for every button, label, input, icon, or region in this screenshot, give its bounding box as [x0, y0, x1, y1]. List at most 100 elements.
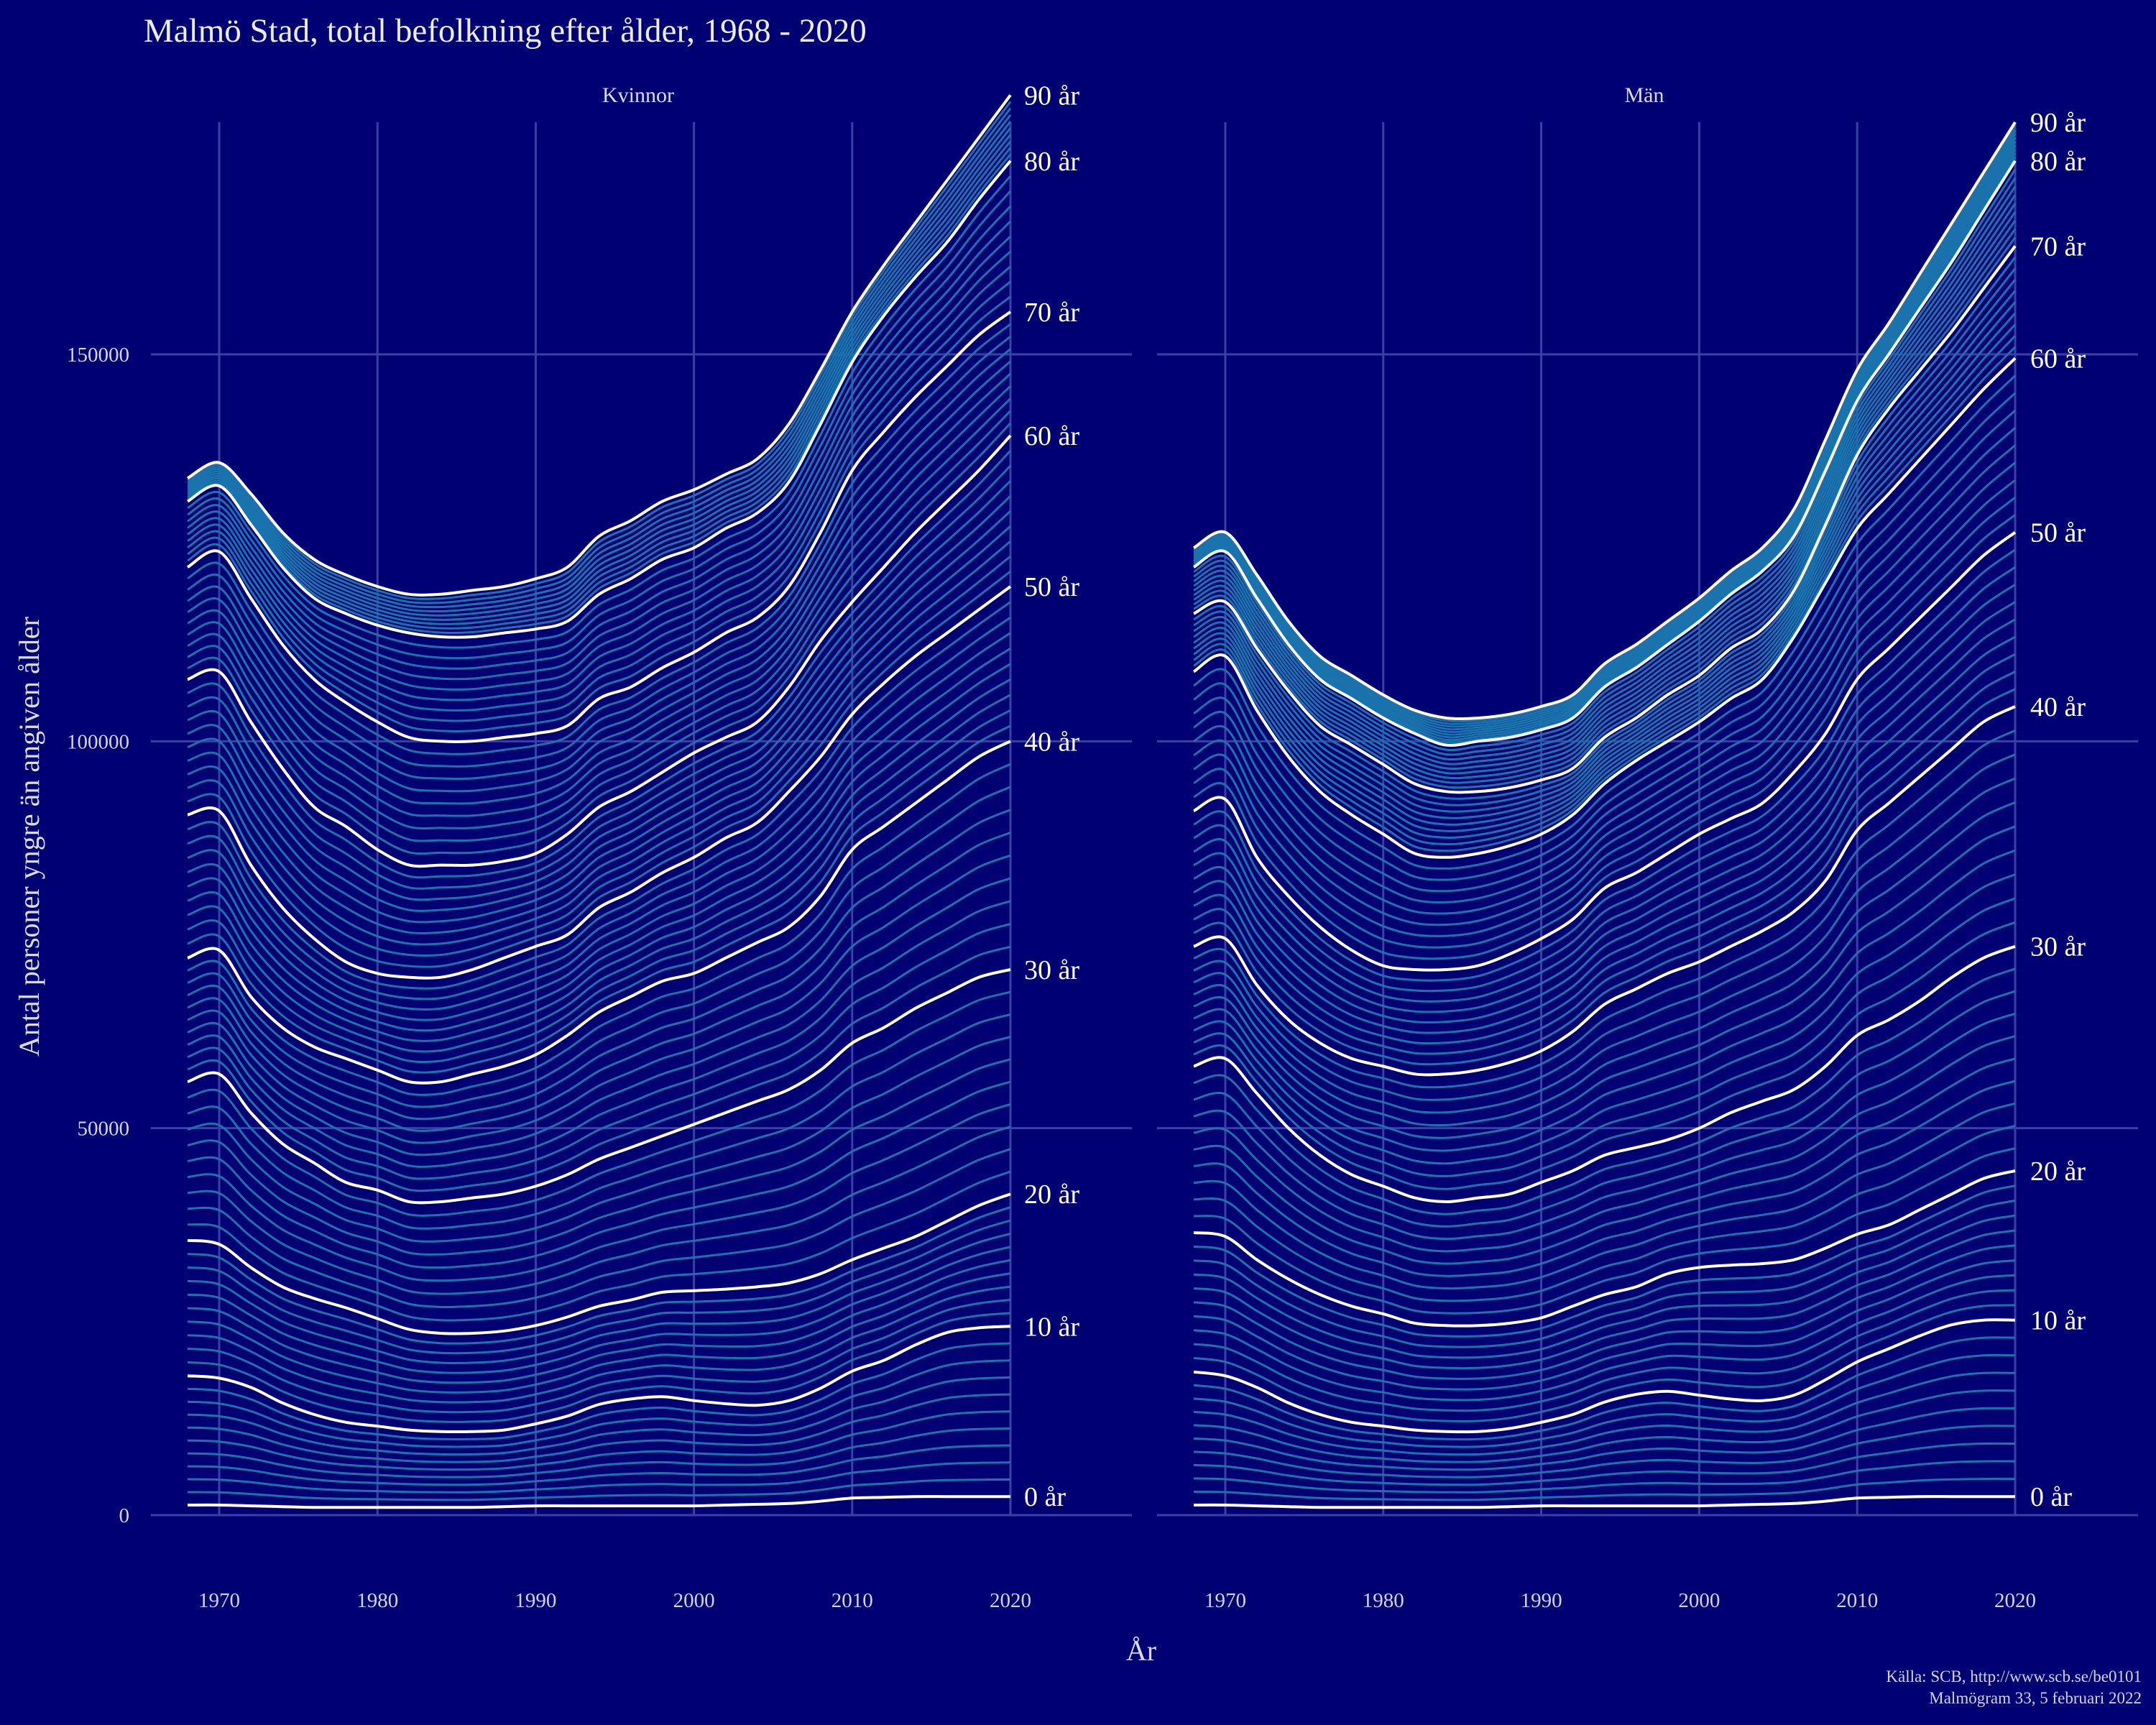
age-line-minor: [187, 220, 1012, 681]
age-line-minor: [1193, 1304, 2016, 1422]
age-line-70-år: [1193, 245, 2017, 794]
age-line-minor: [187, 525, 1011, 934]
age-line-minor: [187, 1219, 1011, 1355]
age-line-minor: [187, 1206, 1011, 1345]
age-line-minor: [1193, 1184, 2016, 1338]
age-line-minor: [1193, 129, 2017, 725]
age-line-minor: [1193, 825, 2016, 1139]
age-line-minor: [187, 1036, 1011, 1243]
panel-man: Män 1970 1980 1990 2000 2010 2020 0 år 10 år 20 …: [1157, 83, 2138, 1612]
age-line-minor: [187, 190, 1012, 660]
age-line-minor: [1193, 566, 2016, 993]
age-line-minor: [1193, 1147, 2016, 1315]
x-tick-label: 1970: [1204, 1589, 1246, 1612]
age-label: 0 år: [2030, 1482, 2072, 1512]
age-line-minor: [187, 763, 1011, 1096]
age-line-minor: [1193, 753, 2016, 1101]
age-line-minor: [1193, 1389, 2016, 1463]
age-line-60-år: [1192, 356, 2017, 859]
age-line-50-år: [187, 585, 1012, 980]
age-line-minor: [187, 410, 1012, 842]
age-line-minor: [187, 694, 1011, 1053]
age-line-minor: [187, 360, 1011, 793]
age-line-minor: [1193, 144, 2017, 736]
age-label: 40 år: [1024, 727, 1079, 757]
minor-age-lines: [1193, 125, 2017, 1501]
age-line-minor: [187, 336, 1011, 768]
age-line-minor: [1193, 1371, 2016, 1456]
age-line-minor: [1193, 777, 2016, 1114]
age-line-minor: [1193, 256, 2017, 800]
age-line-minor: [187, 1478, 1011, 1501]
age-line-minor: [187, 1126, 1011, 1295]
age-line-minor: [187, 854, 1011, 1144]
age-line-minor: [1193, 897, 2016, 1177]
age-line-minor: [1193, 1336, 2016, 1441]
age-line-minor: [187, 601, 1011, 990]
minor-age-lines: [187, 101, 1012, 1501]
age-line-90-år: [186, 94, 1012, 597]
age-line-minor: [187, 786, 1011, 1108]
age-line-minor: [1193, 152, 2017, 742]
age-line-minor: [187, 120, 1012, 613]
age-line-minor: [187, 205, 1012, 670]
age-line-minor: [187, 175, 1012, 649]
age-line-minor: [187, 1272, 1011, 1394]
age-line-minor: [1193, 688, 2016, 1066]
x-tick-label: 1970: [198, 1589, 240, 1612]
age-line-minor: [1193, 729, 2016, 1089]
age-line-minor: [187, 1103, 1011, 1282]
age-line-minor: [187, 295, 1011, 732]
age-line-minor: [1193, 1214, 2016, 1359]
age-line-minor: [187, 134, 1012, 621]
panel-title: Män: [1625, 83, 1664, 107]
age-line-minor: [1193, 921, 2016, 1190]
age-line-minor: [187, 1013, 1011, 1230]
age-label: 20 år: [2030, 1156, 2086, 1187]
age-line-minor: [187, 1410, 1011, 1471]
age-line-minor: [187, 632, 1011, 1011]
age-line-minor: [1193, 671, 2016, 1055]
age-line-minor: [187, 1461, 1011, 1494]
age-line-minor: [1193, 194, 2017, 765]
age-line-minor: [1193, 801, 2016, 1127]
age-line-minor: [187, 1232, 1011, 1364]
age-line-minor: [1193, 185, 2017, 761]
age-line-30-år: [187, 968, 1011, 1205]
age-line-minor: [187, 616, 1011, 1000]
gridlines: [151, 122, 1132, 1517]
age-line-minor: [187, 922, 1011, 1180]
age-label: 90 år: [1024, 80, 1079, 111]
age-line-40-år: [187, 740, 1011, 1085]
age-line-minor: [187, 1312, 1011, 1423]
age-line-minor: [1193, 497, 2016, 949]
age-line-minor: [1193, 211, 2017, 775]
decade-age-lines: 0 år 10 år 20 år 30 år 40 år 50 år 60 år 70 år 8…: [1192, 108, 2086, 1512]
age-line-minor: [187, 280, 1011, 722]
y-tick-label: 150000: [67, 344, 129, 367]
age-line-minor: [187, 449, 1012, 879]
age-label: 20 år: [1024, 1179, 1079, 1210]
age-line-minor: [1193, 967, 2016, 1215]
age-line-minor: [187, 663, 1011, 1032]
age-line-minor: [187, 147, 1012, 630]
age-line-minor: [1193, 618, 2016, 1024]
age-label: 60 år: [1024, 421, 1079, 451]
age-line-minor: [187, 235, 1012, 691]
age-line-minor: [1193, 219, 2017, 780]
age-line-minor: [187, 1359, 1011, 1448]
age-line-minor: [187, 809, 1011, 1121]
age-line-minor: [187, 1444, 1011, 1486]
age-label: 80 år: [2030, 147, 2086, 177]
age-line-minor: [1193, 312, 2017, 832]
age-label: 80 år: [1024, 147, 1079, 177]
age-line-minor: [1193, 1012, 2016, 1241]
age-line-20-år: [187, 1192, 1011, 1335]
y-tick-label: 0: [119, 1504, 130, 1527]
age-line-minor: [187, 323, 1011, 755]
age-line-minor: [187, 510, 1012, 924]
x-tick-label: 1980: [1363, 1589, 1404, 1612]
age-line-minor: [1193, 548, 2016, 982]
age-line-10-år: [187, 1325, 1011, 1433]
age-line-minor: [187, 647, 1011, 1021]
